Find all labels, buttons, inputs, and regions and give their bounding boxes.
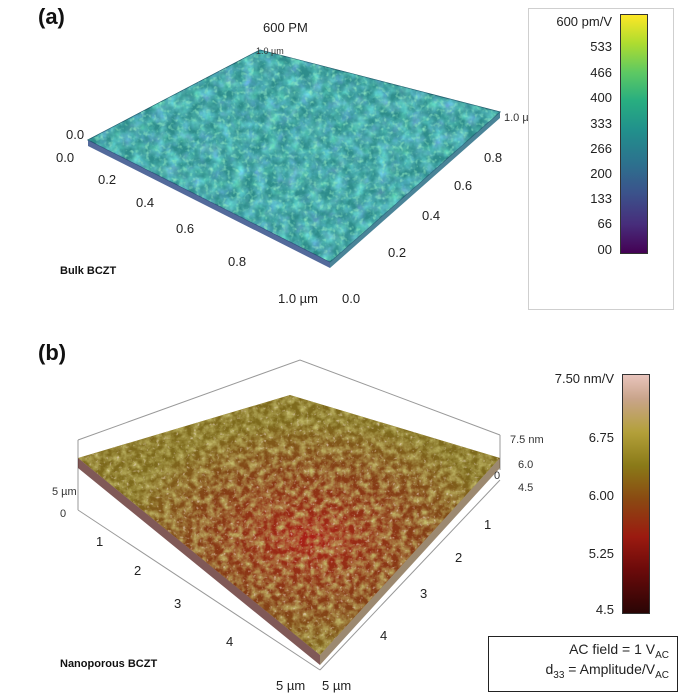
panel-b-z-tick: 4.5 (518, 482, 534, 494)
colorbar-a-label: 400 (590, 90, 612, 105)
formula-line-d33: d33 = Amplitude/VAC (545, 660, 670, 681)
panel-b-sample-label: Nanoporous BCZT (60, 658, 158, 670)
panel-a-surface-plot (86, 49, 502, 268)
colorbar-a-label: 266 (590, 141, 612, 156)
panel-a-sample-label: Bulk BCZT (60, 265, 117, 277)
panel-b-x-tick: 0 (60, 508, 67, 520)
panel-b-y-tick: 0 (494, 470, 501, 482)
panel-a-y-tick: 0.4 (422, 208, 441, 223)
panel-b-y-tick: 5 µm (322, 678, 352, 693)
colorbar-a-label: 533 (590, 39, 612, 54)
panel-a-x-tick: 0.6 (176, 221, 195, 236)
panel-b-y-tick: 2 (455, 550, 463, 565)
panel-a-y-tick: 0.0 (342, 291, 361, 306)
colorbar-a-label: 333 (590, 116, 612, 131)
panel-a-label: (a) (38, 4, 65, 29)
formula-box: AC field = 1 VAC d33 = Amplitude/VAC (488, 636, 678, 692)
panel-a-colorbar-frame (528, 8, 674, 310)
colorbar-b-label: 6.00 (588, 488, 614, 503)
panel-a-top-title: 600 PM (263, 20, 308, 35)
panel-a-top-tick: 1.0 µm (256, 46, 284, 56)
panel-b-z-tick: 7.5 nm (510, 434, 544, 446)
panel-b-x-tick: 5 µm (276, 678, 306, 693)
panel-b-surface-plot (77, 359, 501, 671)
panel-b-z-tick: 6.0 (518, 459, 534, 471)
colorbar-a-label: 600 pm/V (556, 14, 612, 29)
colorbar-b-label: 5.25 (588, 546, 614, 561)
colorbar-a-label: 200 (590, 166, 612, 181)
panel-b-colorbar (622, 374, 650, 614)
colorbar-a-label: 466 (590, 65, 612, 80)
formula-line-ac-field: AC field = 1 VAC (569, 641, 669, 661)
panel-a-x-tick: 0.8 (228, 254, 247, 269)
colorbar-b-label: 4.5 (595, 602, 614, 617)
panel-a-x-tick: 0.0 (56, 150, 75, 165)
panel-a-y-tick: 0.2 (388, 245, 407, 260)
panel-b-label: (b) (38, 340, 67, 365)
panel-b-y-tick: 4 (380, 628, 388, 643)
colorbar-a-label: 66 (597, 216, 612, 231)
panel-a-colorbar (620, 14, 648, 254)
panel-a-z-tick: 0.0 (66, 127, 85, 142)
panel-b-y-tick: 3 (420, 586, 428, 601)
colorbar-b-label: 7.50 nm/V (554, 371, 614, 386)
panel-b-x-tick: 1 (96, 534, 104, 549)
panel-a-y-tick: 0.6 (454, 178, 473, 193)
panel-b-x-tick: 2 (134, 563, 142, 578)
colorbar-b-label: 6.75 (588, 430, 614, 445)
panel-a-x-tick: 0.4 (136, 195, 155, 210)
panel-b-x-tick: 5 µm (52, 486, 77, 498)
panel-b-x-tick: 4 (226, 634, 234, 649)
panel-b-y-tick: 1 (484, 517, 492, 532)
panel-a-x-tick: 0.2 (98, 172, 117, 187)
panel-a-y-tick: 0.8 (484, 150, 503, 165)
colorbar-a-label: 00 (597, 242, 612, 257)
colorbar-a-label: 133 (590, 191, 612, 206)
panel-b-x-tick: 3 (174, 596, 182, 611)
panel-a-x-tick: 1.0 µm (278, 291, 319, 306)
